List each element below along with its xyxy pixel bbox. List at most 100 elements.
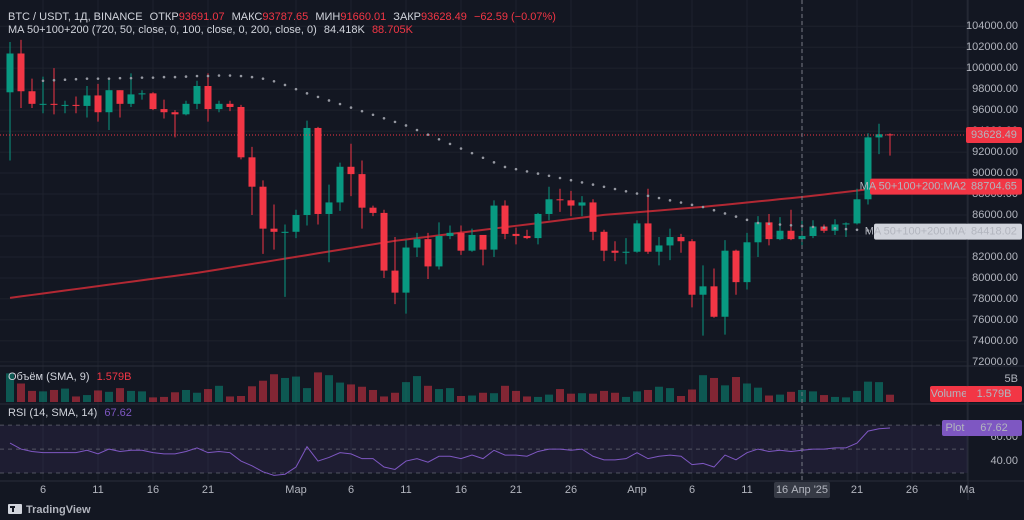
candle-body [545,199,553,214]
ma50-dot [723,212,727,215]
ma50-dot [448,142,452,146]
y-tick-label: 98000.00 [972,83,1018,95]
candle-body [193,86,201,104]
candle-body [644,223,652,252]
candle-body [61,104,69,106]
candle-body [160,109,168,113]
ma50-dot [129,76,133,80]
ma50-dot [514,167,518,171]
candle-body [688,241,696,295]
candle-body [325,202,333,214]
volume-bar [325,375,333,402]
y-tick-label: 82000.00 [972,251,1018,263]
last-price-tag: 93628.49 [971,129,1017,141]
ma50-dot [558,176,562,180]
ma50-value: 84.418K [324,24,366,36]
candle-body [798,235,806,240]
candle-body [105,90,113,113]
volume-bar [17,383,25,402]
ma50-dot [767,222,771,226]
rsi-value-tag: 67.62 [980,422,1008,434]
volume-bar [336,382,344,402]
ma50-dot [646,194,650,198]
ma50-value-tag-box [966,223,1022,240]
x-tick-label: 16 [147,484,159,496]
ma50-name-tag: MA 50+100+200:MA50 [865,226,978,238]
volume-bar [479,392,487,402]
ma50-dot [118,76,122,80]
volume-bar [226,396,234,402]
volume-bar [534,396,542,402]
candle-body [754,222,762,243]
candle-body [402,247,410,293]
x-tick-label: 21 [510,484,522,496]
ma50-dot [547,174,551,178]
x-tick-label: 16 [455,484,467,496]
ma50-dot [525,170,529,173]
x-tick-label: 11 [92,484,103,496]
ma50-dot [811,225,815,229]
candle-body [600,231,608,251]
candle-body [215,103,223,110]
volume-bar [501,385,509,402]
ma50-dot [41,79,45,83]
low-value: 91660.01 [340,11,386,23]
ma50-dot [602,185,606,189]
ma200-value-tag: 88704.65 [971,181,1017,193]
candle-body [655,245,663,252]
volume-tick-label: 5B [1005,373,1018,385]
volume-bar [72,396,80,402]
candle-body [611,250,619,253]
ma50-dot [778,223,782,226]
volume-bar [204,389,212,402]
legend-ma: MA 50+100+200 (720, 50, close, 0, 100, c… [8,24,414,36]
ma200-value-tag-box [966,178,1022,195]
plot-area [0,0,968,481]
volume-bar [105,391,113,402]
volume-bar [886,394,894,402]
volume-bar [248,386,256,402]
ma50-dot [591,183,595,186]
candle-body [622,251,630,253]
candle-body [809,226,817,236]
candle-body [336,166,344,203]
last-price-tag-box [966,127,1022,144]
volume-bar [622,396,630,402]
candle-body [303,127,311,216]
volume-bar [743,383,751,402]
ma50-dot [492,161,496,164]
volume-bar [358,386,366,402]
volume-bar [149,397,157,402]
ma50-dot [316,95,320,99]
volume-bar [831,396,839,402]
ma50-dot [52,78,56,82]
ma50-dot [426,133,430,136]
legend-rsi: RSI (14, SMA, 14) 67.62 [8,407,132,419]
candle-body [17,53,25,92]
candle-body [589,202,597,232]
ma50-dot [74,77,78,81]
rsi-value-tag-box [966,419,1022,436]
y-tick-label: 92000.00 [972,146,1018,158]
ma50-dot [668,199,672,202]
ma50-dot [338,102,342,106]
volume-bar [710,377,718,402]
ma50-dot [107,77,111,80]
candle-body [677,237,685,242]
candle-body [567,200,575,206]
x-tick-label: 6 [348,484,354,496]
candle-body [699,286,707,295]
volume-bar [677,395,685,402]
volume-bar [688,389,696,402]
ma50-dot [657,196,661,200]
candle-body [358,174,366,208]
candle-body [875,134,883,138]
volume-bar [402,382,410,402]
volume-bar [116,388,124,402]
candle-body [556,199,564,201]
candle-body [468,234,476,251]
volume-bar [446,388,454,402]
ma200-name-tag-box [870,178,968,195]
ma50-dot [272,79,276,83]
